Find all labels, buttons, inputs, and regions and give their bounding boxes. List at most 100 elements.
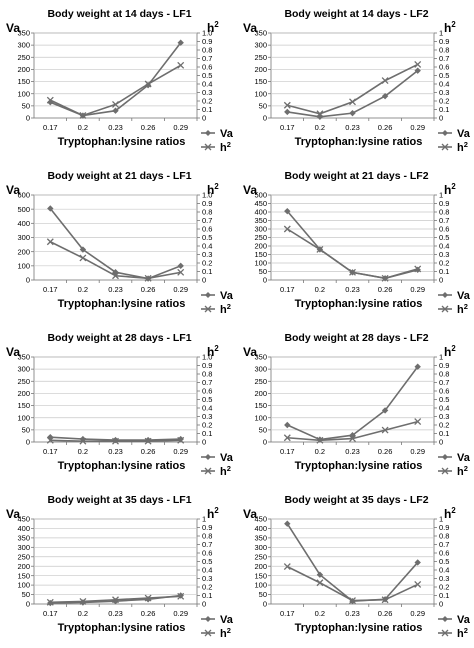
h2-point — [177, 61, 185, 69]
y-tick-label: 100 — [254, 259, 267, 268]
y2-tick-label: 0.5 — [202, 233, 212, 242]
chart-panel-21d-lf1: Body weight at 21 days - LF1 Va h2 0 100 200 3… — [0, 162, 237, 324]
chart-panel-28d-lf1: Body weight at 28 days - LF1 Va h2 0 50 100 15… — [0, 324, 237, 486]
y-tick-label: 50 — [259, 101, 267, 110]
y2-tick-label: 0.7 — [202, 54, 212, 63]
h2-point — [316, 579, 324, 587]
y-tick-label: 400 — [17, 524, 30, 533]
y2-tick-label: 0.4 — [439, 80, 449, 89]
h2-point — [316, 436, 324, 444]
y2-axis-title: h2 — [444, 506, 456, 521]
legend-h2-marker — [441, 143, 449, 151]
y2-tick-label: 0.9 — [202, 523, 212, 532]
legend-h2-marker — [204, 305, 212, 313]
y2-tick-label: 0.7 — [202, 216, 212, 225]
legend-h2-marker — [441, 629, 449, 637]
x-tick-label: 0.2 — [78, 609, 88, 618]
y2-tick-label: 0.7 — [439, 216, 449, 225]
x-tick-label: 0.23 — [345, 285, 360, 294]
h2-point — [177, 592, 185, 600]
y-tick-label: 50 — [22, 425, 30, 434]
y2-tick-label: 0.5 — [439, 557, 449, 566]
h2-point — [283, 225, 291, 233]
legend-va-label: Va — [220, 290, 234, 302]
y-tick-label: 50 — [259, 425, 267, 434]
h2-point — [79, 254, 87, 262]
y-tick-label: 300 — [17, 233, 30, 242]
y2-tick-label: 0 — [202, 114, 206, 123]
y2-tick-label: 0.2 — [439, 97, 449, 106]
y-tick-label: 350 — [254, 216, 267, 225]
legend-h2-label: h2 — [457, 464, 468, 478]
y-axis-title: Va — [6, 21, 20, 35]
y-tick-label: 250 — [17, 552, 30, 561]
x-tick-label: 0.29 — [173, 447, 188, 456]
y2-tick-label: 0.2 — [202, 97, 212, 106]
va-point — [177, 435, 184, 443]
y2-axis-title: h2 — [444, 182, 456, 197]
y-tick-label: 0 — [263, 600, 267, 609]
x-tick-label: 0.29 — [173, 123, 188, 132]
h2-point — [144, 274, 152, 282]
y-tick-label: 300 — [254, 41, 267, 50]
chart-title: Body weight at 35 days - LF2 — [284, 494, 428, 506]
y2-tick-label: 0.9 — [439, 37, 449, 46]
y2-tick-label: 0.4 — [439, 242, 449, 251]
y2-tick-label: 0.7 — [202, 540, 212, 549]
y-tick-label: 150 — [254, 77, 267, 86]
y2-tick-label: 0.2 — [439, 259, 449, 268]
y2-tick-label: 0.4 — [202, 404, 212, 413]
legend-va-label: Va — [457, 128, 471, 140]
y2-tick-label: 0.6 — [202, 549, 212, 558]
y2-tick-label: 1 — [202, 515, 206, 524]
y-axis-title: Va — [243, 21, 257, 35]
y-tick-label: 250 — [17, 377, 30, 386]
y-tick-label: 200 — [17, 247, 30, 256]
h2-point — [177, 268, 185, 276]
y-tick-label: 50 — [22, 590, 30, 599]
va-point — [414, 67, 421, 74]
y2-axis-title: h2 — [444, 20, 456, 35]
chart-title: Body weight at 14 days - LF2 — [284, 8, 428, 20]
h2-point — [381, 274, 389, 282]
y2-tick-label: 0.9 — [439, 523, 449, 532]
x-axis-title: Tryptophan:lysine ratios — [58, 298, 186, 310]
x-tick-label: 0.26 — [378, 285, 393, 294]
y-tick-label: 0 — [26, 276, 30, 285]
va-point — [284, 207, 291, 215]
y2-tick-label: 0.4 — [202, 80, 212, 89]
chart-title: Body weight at 21 days - LF2 — [284, 170, 428, 182]
y-tick-label: 0 — [26, 600, 30, 609]
x-tick-label: 0.2 — [78, 285, 88, 294]
chart-panel-35d-lf1: Body weight at 35 days - LF1 Va h2 0 50 100 15… — [0, 486, 237, 648]
y-tick-label: 450 — [254, 199, 267, 208]
x-tick-label: 0.26 — [141, 123, 156, 132]
va-series-line — [286, 523, 419, 602]
x-axis-title: Tryptophan:lysine ratios — [58, 622, 186, 634]
y2-tick-label: 0.4 — [439, 404, 449, 413]
y2-tick-label: 0.5 — [202, 395, 212, 404]
h2-point — [144, 594, 152, 602]
va-series-line — [286, 366, 419, 441]
legend-va-marker — [205, 616, 211, 622]
h2-point — [316, 245, 324, 253]
h2-point — [381, 426, 389, 434]
y-tick-label: 150 — [254, 250, 267, 259]
y2-tick-label: 0.1 — [202, 267, 212, 276]
y-tick-label: 400 — [17, 219, 30, 228]
y2-tick-label: 0.7 — [202, 378, 212, 387]
y2-tick-label: 0.7 — [439, 54, 449, 63]
h2-point — [79, 437, 87, 445]
y2-tick-label: 0.3 — [202, 88, 212, 97]
y-tick-label: 200 — [254, 242, 267, 251]
y2-tick-label: 0.1 — [439, 267, 449, 276]
y2-tick-label: 0.9 — [202, 361, 212, 370]
y-axis-title: Va — [243, 183, 257, 197]
legend-h2-marker — [204, 143, 212, 151]
h2-point — [112, 437, 119, 445]
y-tick-label: 200 — [254, 65, 267, 74]
va-point — [79, 246, 87, 253]
